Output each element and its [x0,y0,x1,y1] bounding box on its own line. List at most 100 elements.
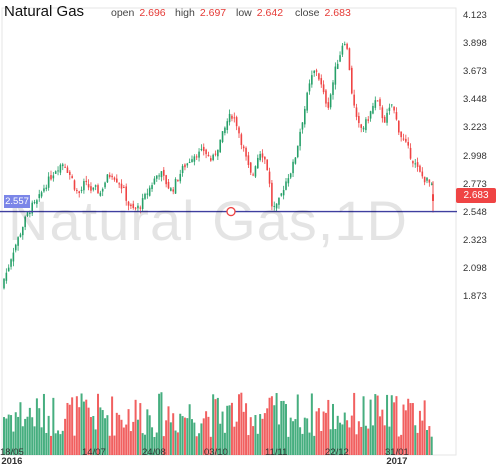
candle-body [388,107,391,111]
volume-bar [242,411,245,455]
volume-bar [409,403,412,455]
candle-body [36,200,38,204]
volume-bar [353,392,356,455]
volume-bar [364,425,367,455]
candle-body [45,187,48,190]
volume-bar [355,434,358,455]
volume-bar [59,434,62,455]
candle-body [207,154,210,157]
candle-body [280,193,283,196]
candle-body [19,234,22,237]
candle-body [264,156,266,160]
candle-body [214,153,217,155]
candle-body [409,147,412,159]
volume-bar [193,422,196,455]
volume-bar [263,413,266,455]
candle-body [407,142,409,146]
candle-body [125,186,127,201]
candle-body [172,189,174,192]
horizontal-line-badge[interactable]: 2.557 [4,194,30,208]
volume-bar [287,436,290,455]
candle-body [329,94,332,108]
candle-body [383,116,386,123]
volume-bar [282,400,285,455]
candle-body [219,139,221,153]
volume-bar [66,402,69,455]
candle-body [367,119,370,121]
candle-body [346,43,348,49]
x-tick-label: 03/10 [204,447,228,458]
volume-bar [383,425,386,455]
x-tick-label: 24/08 [142,447,166,458]
candle-body [341,45,344,55]
candle-body [299,131,301,147]
open-value: 2.696 [139,7,166,19]
candle-body [334,66,337,85]
volume-bar [64,418,67,455]
volume-bar [379,416,381,455]
volume-bar [188,404,191,455]
candle-body [285,181,287,190]
candle-body [414,163,417,165]
volume-bar [176,432,179,455]
volume-bar [369,399,372,455]
candle-body [210,158,212,161]
candle-body [3,278,5,289]
volume-bar [52,397,55,455]
candle-body [235,117,238,127]
y-tick-label: 3.898 [463,38,487,50]
candle-body [419,165,421,172]
candle-body [275,203,278,209]
volume-bar [320,430,323,455]
volume-bar [104,418,107,455]
candle-body [174,179,177,194]
candle-body [90,186,92,191]
low-readout: low 2.642 [236,7,283,19]
volume-bar [132,421,135,455]
volume-bar [336,415,339,455]
candle-body [261,153,264,158]
volume-bar [183,417,186,455]
volume-bar [78,407,81,455]
volume-bar [167,406,170,455]
volume-bar [277,424,280,455]
volume-bar [341,424,344,455]
volume-bar [404,410,407,455]
candle-body [127,201,130,206]
candle-body [226,121,229,130]
volume-bar [334,429,337,455]
candle-body [12,252,15,262]
candle-body [87,184,90,188]
candle-body [33,202,36,204]
volume-bar [407,398,410,455]
volume-bar [275,393,278,455]
candle-body [369,111,372,119]
volume-bar [249,417,252,455]
volume-bar [388,426,391,455]
last-price-badge: 2.683 [456,187,496,203]
volume-bar [54,433,57,455]
volume-bar [313,435,316,455]
candle-body [31,202,33,214]
volume-bar [45,432,48,455]
volume-bar [139,403,142,455]
volume-bar [85,399,88,455]
volume-bar [73,435,76,455]
volume-bar [348,427,351,455]
candle-body [278,197,280,205]
volume-bar [428,426,431,455]
x-tick-label: 31/01 2017 [385,447,409,467]
volume-bar [146,409,149,455]
volume-bar [221,411,224,455]
volume-bar [162,436,165,455]
volume-bar [273,405,276,455]
symbol-watermark: Natural Gas,1D [8,189,408,252]
volume-bar [240,392,243,455]
open-label: open [111,7,135,19]
volume-bar [245,403,248,455]
candle-body [224,127,226,134]
candle-body [217,149,219,157]
volume-bar [400,434,403,455]
